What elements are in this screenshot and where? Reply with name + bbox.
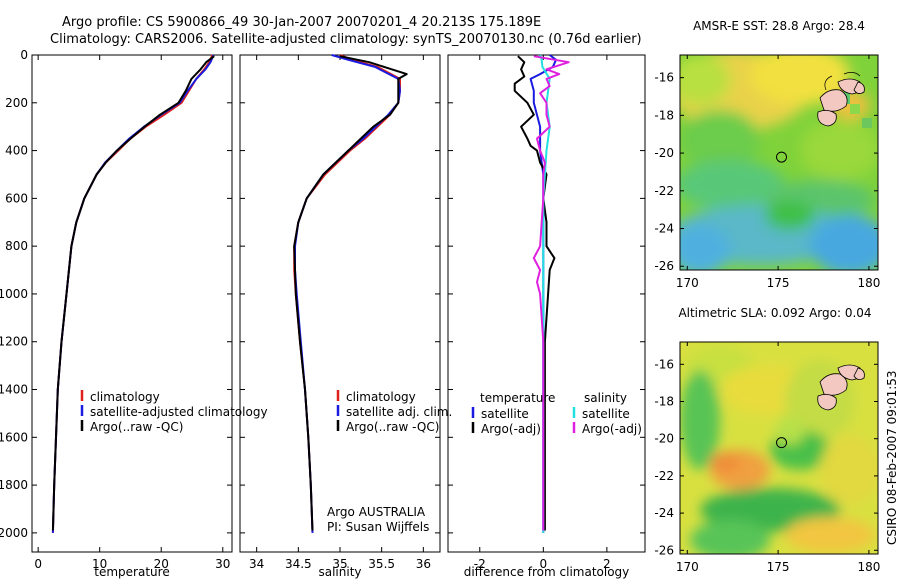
sst-map-frame [679,54,879,271]
legend-label: climatology [346,390,416,404]
x-tick-label: -2 [474,557,486,571]
legend-label: satellite [582,407,630,421]
map-y-tick-label: -20 [654,432,674,446]
map-y-tick-label: -18 [654,108,674,122]
sla-heatmap [680,342,878,554]
sla-map-axes: 170 175 180 -16 -18 -20 -22 -24 -26 [654,342,880,574]
sla-land [817,364,865,411]
legend-label: climatology [90,390,160,404]
y-tick-label: 1200 [0,335,28,349]
map-y-tick-label: -24 [654,506,674,520]
y-tick-label: 600 [5,191,28,205]
map-y-tick-label: -26 [654,543,674,557]
legend-title-temperature: temperature [480,391,555,405]
x-tick-label: 36 [416,557,431,571]
sst-land [817,72,865,127]
x-tick-label: 2 [603,557,611,571]
map-x-tick-label: 180 [857,560,880,574]
y-tick-label: 800 [5,239,28,253]
x-tick-label: 20 [154,557,169,571]
sst-map-axes: 170 175 180 -16 -18 -20 -22 -24 -26 [654,55,880,290]
timestamp-label: CSIRO 08-Feb-2007 09:01:53 [885,370,899,545]
x-tick-label: 10 [92,557,107,571]
map-y-tick-label: -22 [654,469,674,483]
plot-frame [31,54,233,553]
y-tick-label: 400 [5,144,28,158]
legend-label: Argo(-adj) [481,422,541,436]
x-axis-label: difference from climatology [464,565,630,579]
map-y-tick-label: -20 [654,146,674,160]
y-tick-label: 0 [20,48,28,62]
plot-frame [447,54,646,553]
map-y-tick-label: -18 [654,395,674,409]
sla-map-title: Altimetric SLA: 0.092 Argo: 0.04 [678,306,871,320]
salinity-profile-panel: 34 34.5 35 35.5 36 salinity climatologysatelli… [239,54,452,579]
sst-heatmap [680,55,878,270]
legend-label: satellite adj. clim. [346,405,452,419]
map-y-tick-label: -24 [654,222,674,236]
y-tick-label: 1000 [0,287,28,301]
argo-location-marker [776,151,788,163]
y-tick-label: 1800 [0,478,28,492]
y-tick-label: 2000 [0,526,28,540]
map-y-tick-label: -26 [654,259,674,273]
y-tick-label: 1400 [0,383,28,397]
x-tick-label: 30 [215,557,230,571]
x-tick-label: 34.5 [285,557,312,571]
series-line-1 [51,54,215,533]
profile-annotation: PI: Susan Wijffels [327,520,429,534]
map-y-tick-label: -16 [654,71,674,85]
x-axis-label: temperature [94,565,169,579]
legend-label: satellite-adjusted climatology [90,405,268,419]
sst-map-panel: AMSR-E SST: 28.8 Argo: 28.4 170 175 180 -16… [654,19,880,290]
map-y-tick-label: -22 [654,184,674,198]
map-x-tick-label: 175 [767,276,790,290]
legend-label: satellite [481,407,529,421]
sla-map-panel: Altimetric SLA: 0.092 Argo: 0.04 170 175 1… [654,306,880,574]
series-line-1 [294,54,401,533]
plot-frame [239,54,441,553]
legend-label: Argo(-adj) [582,422,642,436]
map-x-tick-label: 170 [676,276,699,290]
series-line-0 [51,54,214,533]
series-line-2 [51,55,215,531]
y-tick-label: 200 [5,96,28,110]
legend-title-salinity: salinity [584,391,627,405]
series-line-3 [532,55,570,531]
map-x-tick-label: 175 [767,560,790,574]
x-tick-label: 35 [332,557,347,571]
figure-title-line2: Climatology: CARS2006. Satellite-adjuste… [50,32,642,47]
x-tick-label: 34 [249,557,264,571]
temperature-profile-panel: 0 10 20 30 temperature 0 200 400 600 800 1000 1200 1… [0,48,268,579]
argo-location-marker [776,437,788,449]
y-tick-label: 1600 [0,430,28,444]
sst-map-title: AMSR-E SST: 28.8 Argo: 28.4 [693,19,865,33]
map-x-tick-label: 170 [676,560,699,574]
x-tick-label: 0 [34,557,42,571]
sla-map-frame [679,341,879,555]
map-y-tick-label: -16 [654,357,674,371]
x-tick-label: 0 [540,557,548,571]
legend-label: Argo(..raw -QC) [346,420,439,434]
figure-title-line1: Argo profile: CS 5900866_49 30-Jan-2007 … [62,15,541,30]
legend-label: Argo(..raw -QC) [90,420,183,434]
x-tick-label: 35.5 [368,557,395,571]
map-x-tick-label: 180 [857,276,880,290]
profile-annotation: Argo AUSTRALIA [327,505,426,519]
series-line-2 [293,55,408,531]
x-axis-label: salinity [318,565,361,579]
